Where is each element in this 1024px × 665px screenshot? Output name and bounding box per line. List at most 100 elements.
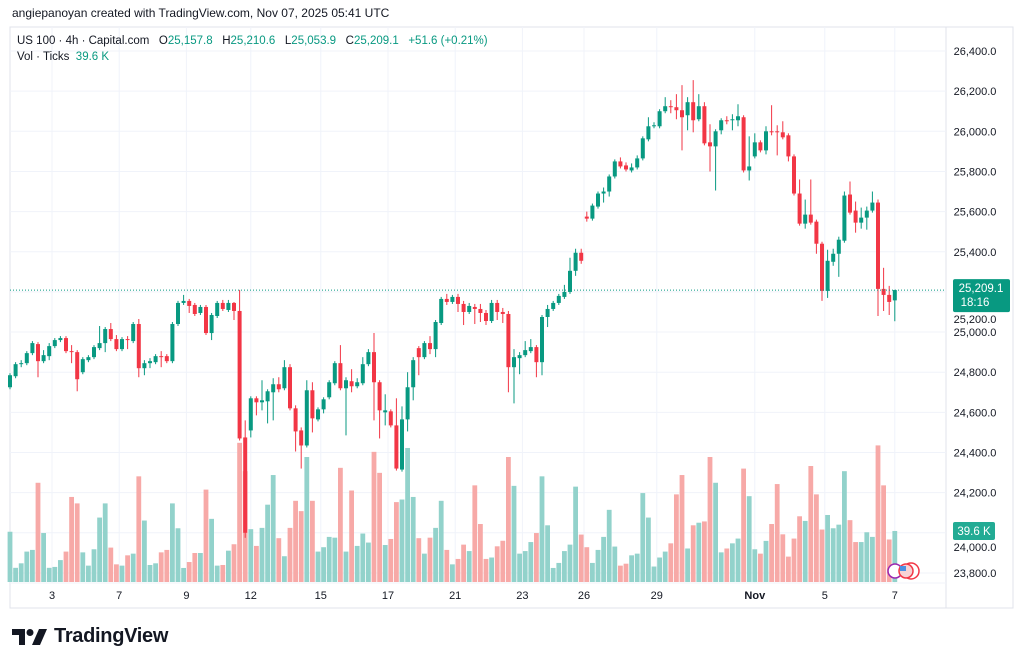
candle-up[interactable] [103,329,108,344]
candle-down[interactable] [36,344,40,362]
candle-down[interactable] [786,135,791,157]
candle-up[interactable] [842,195,847,241]
candle-down[interactable] [876,202,880,289]
candle-up[interactable] [640,138,645,159]
candle-down[interactable] [500,311,505,314]
candle-up[interactable] [540,316,544,363]
candle-down[interactable] [338,363,343,389]
candle-down[interactable] [187,300,192,306]
candle-down[interactable] [758,142,763,151]
candle-down[interactable] [372,352,376,383]
candle-up[interactable] [332,363,337,384]
candle-down[interactable] [428,343,432,350]
candle-up[interactable] [86,357,91,361]
candle-up[interactable] [545,308,550,317]
candle-up[interactable] [411,360,416,388]
candle-up[interactable] [629,167,634,171]
candle-up[interactable] [47,346,52,357]
candle-up[interactable] [652,125,656,127]
candle-up[interactable] [573,252,578,271]
candle-down[interactable] [254,398,259,403]
candle-up[interactable] [685,102,690,116]
candle-down[interactable] [461,303,466,312]
candle-up[interactable] [596,193,600,207]
candle-up[interactable] [153,356,158,363]
candle-down[interactable] [114,339,119,350]
candle-up[interactable] [719,120,724,131]
candle-down[interactable] [349,381,354,387]
candle-down[interactable] [584,216,589,219]
candle-down[interactable] [388,411,393,426]
candle-up[interactable] [131,324,136,342]
candle-down[interactable] [220,302,225,309]
candle-up[interactable] [41,355,46,362]
candle-down[interactable] [125,339,130,341]
candle-down[interactable] [680,110,684,118]
candle-up[interactable] [601,191,606,194]
candle-down[interactable] [797,193,802,224]
candle-up[interactable] [612,161,617,177]
candle-up[interactable] [831,253,836,262]
candle-down[interactable] [377,382,382,411]
candle-down[interactable] [814,221,819,244]
candle-up[interactable] [366,352,371,365]
candle-down[interactable] [69,351,74,353]
candle-down[interactable] [288,367,292,409]
candle-up[interactable] [730,119,735,121]
candle-up[interactable] [836,239,841,254]
candle-up[interactable] [568,270,572,292]
candle-up[interactable] [859,217,864,223]
candle-down[interactable] [159,356,164,358]
candle-down[interactable] [299,430,304,446]
candle-up[interactable] [736,116,740,121]
candle-down[interactable] [232,302,236,311]
candle-up[interactable] [892,290,897,301]
candle-down[interactable] [534,347,539,363]
candle-down[interactable] [237,310,242,439]
candle-up[interactable] [433,322,438,350]
candle-up[interactable] [663,106,668,112]
candle-down[interactable] [495,302,500,312]
candle-down[interactable] [293,408,298,432]
candle-down[interactable] [484,312,488,322]
candle-up[interactable] [556,295,561,303]
candle-up[interactable] [148,361,152,364]
candle-up[interactable] [30,343,35,354]
candle-up[interactable] [400,419,404,470]
candle-up[interactable] [344,380,348,389]
candle-up[interactable] [142,363,147,369]
candle-up[interactable] [226,302,231,310]
candle-up[interactable] [58,338,63,341]
candle-up[interactable] [562,291,567,297]
candle-down[interactable] [808,214,813,223]
candle-down[interactable] [136,324,141,369]
candle-down[interactable] [674,107,679,111]
candle-up[interactable] [260,400,264,403]
candle-up[interactable] [170,324,175,362]
volume-label[interactable]: Vol · Ticks [17,51,70,63]
candle-up[interactable] [752,142,757,157]
candle-up[interactable] [265,391,270,402]
candle-up[interactable] [803,214,808,224]
candle-up[interactable] [517,355,522,359]
candle-down[interactable] [792,156,796,194]
candle-up[interactable] [383,410,388,413]
candle-up[interactable] [657,111,662,127]
candle-down[interactable] [775,131,780,133]
candle-down[interactable] [192,304,197,314]
candle-up[interactable] [764,131,768,151]
candle-up[interactable] [13,364,18,377]
candle-up[interactable] [248,398,253,431]
candle-up[interactable] [864,210,869,218]
candle-up[interactable] [52,340,57,347]
candle-up[interactable] [405,387,410,420]
candle-up[interactable] [271,384,276,393]
candle-down[interactable] [478,308,483,313]
candle-down[interactable] [506,313,511,368]
candle-up[interactable] [355,382,360,387]
candle-up[interactable] [209,314,214,334]
candle-up[interactable] [528,347,533,352]
candle-down[interactable] [394,425,399,469]
candle-up[interactable] [713,131,718,147]
